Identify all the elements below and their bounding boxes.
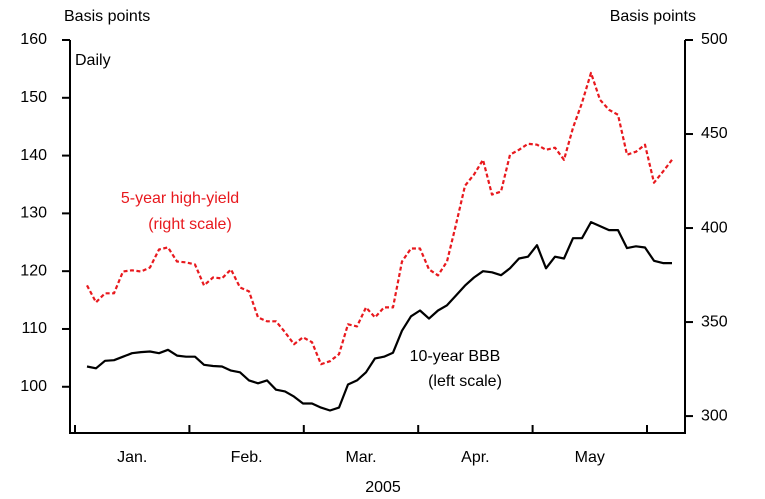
annotation: Daily	[75, 52, 111, 69]
series-line	[86, 71, 673, 366]
y-tick-label: 160	[20, 31, 47, 48]
y2-tick-label: 350	[701, 313, 728, 330]
x-tick-label: Feb.	[231, 449, 263, 466]
y-tick-label: 150	[20, 89, 47, 106]
y-tick-label: 110	[21, 320, 47, 337]
series-line	[86, 221, 672, 412]
series-label: 10-year BBB	[410, 348, 501, 365]
y-axis-label: Basis points	[64, 8, 150, 25]
x-axis-label: 2005	[365, 479, 401, 496]
y2-tick-label: 500	[701, 31, 728, 48]
x-tick-label: Apr.	[461, 449, 489, 466]
y-tick-label: 100	[20, 378, 47, 395]
y-tick-label: 120	[20, 262, 47, 279]
y2-tick-label: 300	[701, 407, 728, 424]
y2-axis-label: Basis points	[610, 8, 696, 25]
series-label: 5-year high-yield	[121, 190, 239, 207]
y-tick-label: 140	[20, 147, 47, 164]
y2-tick-label: 400	[701, 219, 728, 236]
x-tick-label: May	[575, 449, 605, 466]
x-tick-label: Mar.	[345, 449, 376, 466]
annotation: (left scale)	[428, 373, 502, 390]
x-tick-label: Jan.	[117, 449, 147, 466]
y2-tick-label: 450	[701, 125, 728, 142]
y-tick-label: 130	[20, 205, 47, 222]
annotation: (right scale)	[148, 216, 232, 233]
